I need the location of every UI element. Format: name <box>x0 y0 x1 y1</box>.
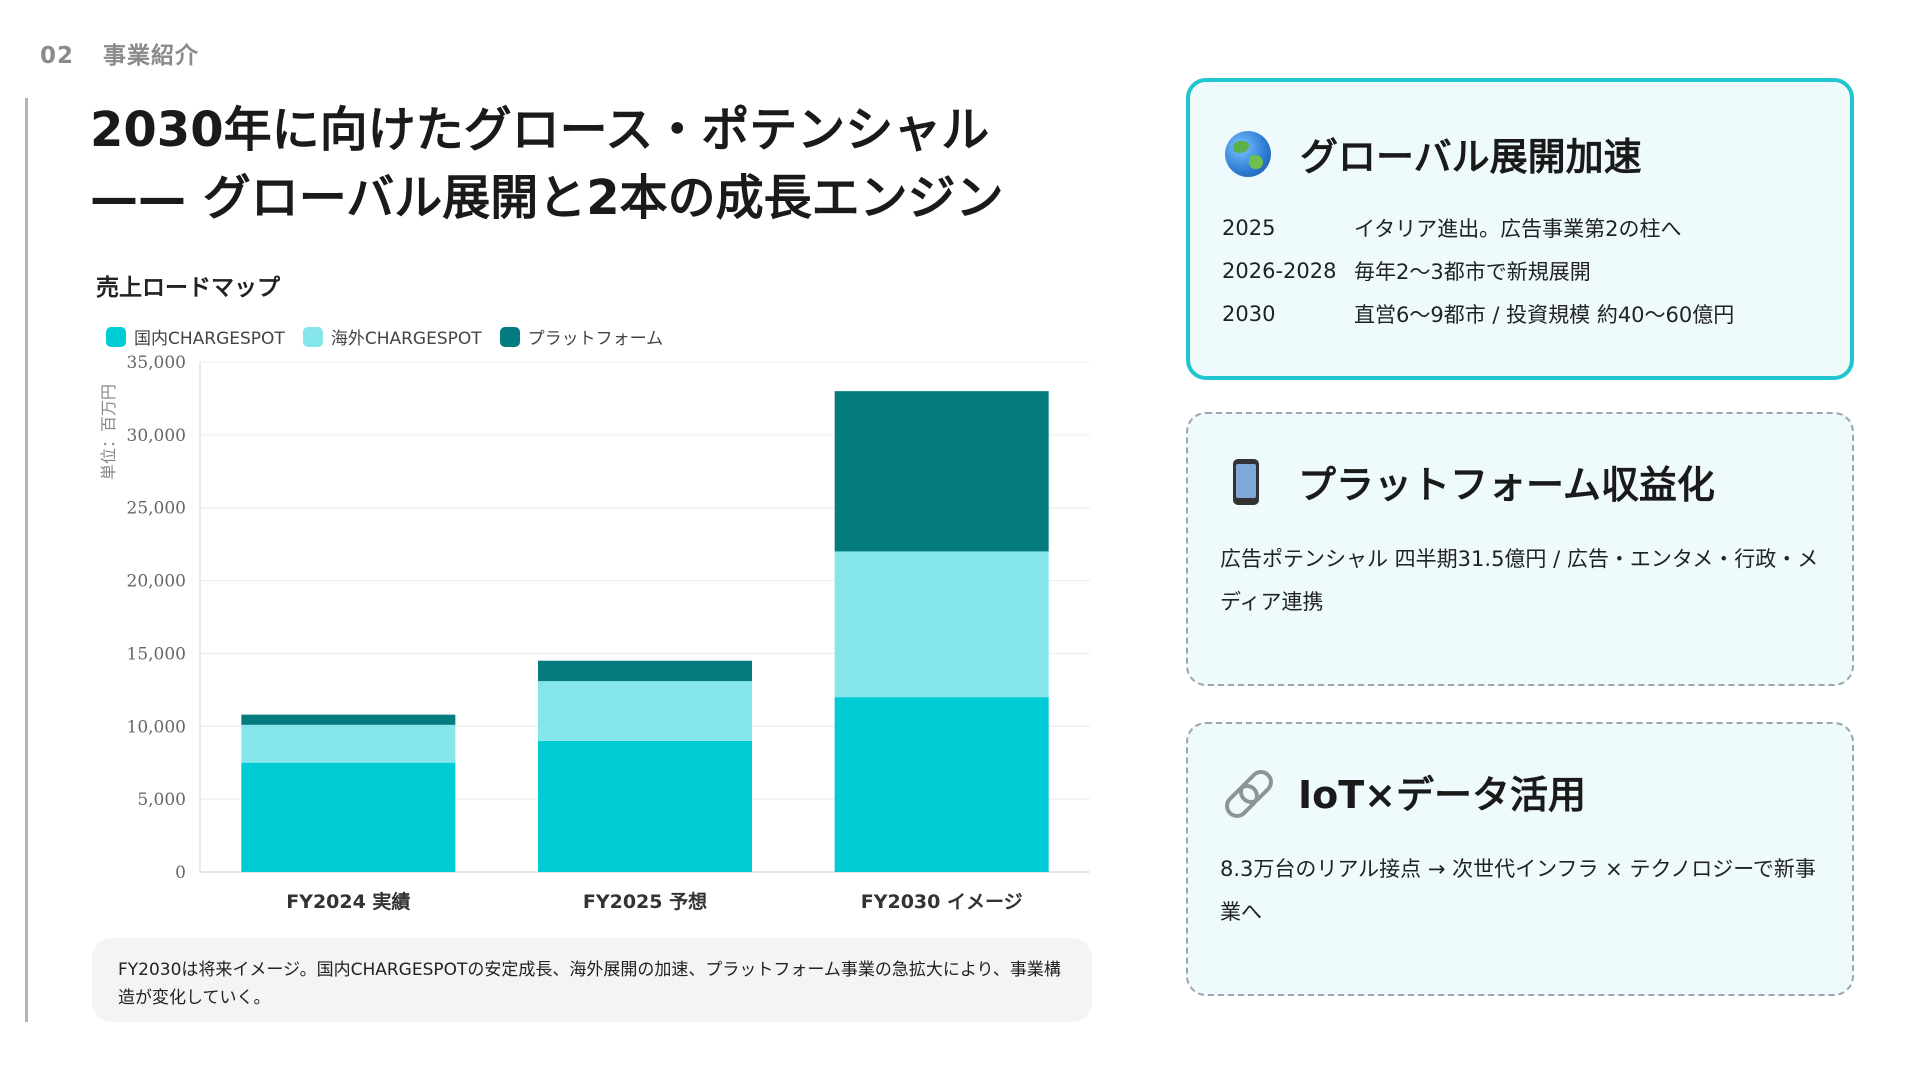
timeline-year: 2030 <box>1222 301 1276 326</box>
page-title-line1: 2030年に向けたグロース・ポテンシャル <box>90 102 990 158</box>
card-platform-body: 広告ポテンシャル 四半期31.5億円 / 広告・エンタメ・行政・メディア連携 <box>1220 547 1819 614</box>
timeline-row: 2030 直営6〜9都市 / 投資規模 約40〜60億円 <box>1222 292 1734 335</box>
y-tick-label: 25,000 <box>127 499 186 519</box>
chart-legend: 国内CHARGESPOT 海外CHARGESPOT プラットフォーム <box>106 324 663 349</box>
y-tick-label: 35,000 <box>127 353 186 373</box>
legend-label-overseas: 海外CHARGESPOT <box>330 329 482 349</box>
timeline-text: イタリア進出。広告事業第2の柱へ <box>1354 216 1682 241</box>
legend-item-overseas: 海外CHARGESPOT <box>302 324 482 349</box>
bar-segment-overseas <box>241 724 456 763</box>
legend-item-platform: プラットフォーム <box>499 324 664 349</box>
card-global-expansion: グローバル展開加速 2025 イタリア進出。広告事業第2の柱へ 2026-202… <box>1186 78 1854 380</box>
y-tick-label: 10,000 <box>127 717 186 737</box>
timeline-text: 毎年2〜3都市で新規展開 <box>1354 259 1591 284</box>
page-title-line2: —— グローバル展開と2本の成長エンジン <box>90 170 1004 226</box>
card-iot-header: IoT×データ活用 <box>1220 764 1587 823</box>
card-platform-monetization: プラットフォーム収益化 広告ポテンシャル 四半期31.5億円 / 広告・エンタメ… <box>1186 412 1854 686</box>
y-tick-label: 0 <box>175 863 186 883</box>
x-tick-label: FY2024 実績 <box>286 890 410 913</box>
bar-segment-platform <box>241 714 456 725</box>
legend-item-domestic: 国内CHARGESPOT <box>106 324 285 349</box>
bar-segment-overseas <box>834 551 1049 698</box>
legend-swatch-overseas <box>302 326 323 347</box>
left-divider <box>25 98 28 1022</box>
bar-segment-overseas <box>538 681 752 741</box>
bar-segment-domestic <box>834 697 1049 872</box>
card-global-header: グローバル展開加速 <box>1222 126 1642 181</box>
global-timeline: 2025 イタリア進出。広告事業第2の柱へ 2026-2028 毎年2〜3都市で… <box>1222 206 1734 335</box>
card-iot-body: 8.3万台のリアル接点 → 次世代インフラ × テクノロジーで新事業へ <box>1220 857 1816 924</box>
mobile-phone-icon <box>1220 456 1272 508</box>
legend-label-domestic: 国内CHARGESPOT <box>134 329 285 349</box>
y-tick-label: 20,000 <box>127 572 186 592</box>
x-tick-label: FY2030 イメージ <box>861 891 1023 913</box>
card-global-title: グローバル展開加速 <box>1300 135 1642 179</box>
section-number: 02 <box>40 43 75 69</box>
chart-title: 売上ロードマップ <box>96 275 280 301</box>
legend-swatch-platform <box>499 326 520 347</box>
legend-swatch-domestic <box>106 326 126 347</box>
timeline-row: 2025 イタリア進出。広告事業第2の柱へ <box>1222 206 1734 249</box>
bar-segment-domestic <box>538 740 752 872</box>
x-tick-label: FY2025 予想 <box>583 890 707 913</box>
timeline-text: 直営6〜9都市 / 投資規模 約40〜60億円 <box>1354 302 1735 327</box>
section-name: 事業紹介 <box>103 43 200 69</box>
revenue-roadmap-chart: 0 5,000 10,000 15,000 20,000 25,000 30,000 35,0… <box>99 353 1090 913</box>
link-icon <box>1220 764 1278 823</box>
card-platform-header: プラットフォーム収益化 <box>1220 454 1715 509</box>
legend-label-platform: プラットフォーム <box>527 329 664 349</box>
page-title: 2030年に向けたグロース・ポテンシャル —— グローバル展開と2本の成長エンジ… <box>90 96 1090 232</box>
chart-note: FY2030は将来イメージ。国内CHARGESPOTの安定成長、海外展開の加速、… <box>92 938 1092 1022</box>
y-tick-label: 15,000 <box>127 644 186 664</box>
card-iot-title: IoT×データ活用 <box>1298 773 1587 817</box>
y-axis-label: 単位：百万円 <box>99 384 118 480</box>
bar-segment-platform <box>834 391 1049 552</box>
section-label: 02 事業紹介 <box>40 36 199 70</box>
y-tick-label: 30,000 <box>127 426 186 446</box>
card-platform-title: プラットフォーム収益化 <box>1298 463 1715 507</box>
timeline-year: 2025 <box>1222 215 1276 240</box>
bar-segment-domestic <box>241 762 456 872</box>
y-tick-label: 5,000 <box>137 790 186 810</box>
timeline-year: 2026-2028 <box>1222 258 1337 283</box>
globe-icon <box>1222 128 1274 180</box>
bar-segment-platform <box>538 660 752 682</box>
card-iot-data: IoT×データ活用 8.3万台のリアル接点 → 次世代インフラ × テクノロジー… <box>1186 722 1854 996</box>
timeline-row: 2026-2028 毎年2〜3都市で新規展開 <box>1222 249 1734 292</box>
